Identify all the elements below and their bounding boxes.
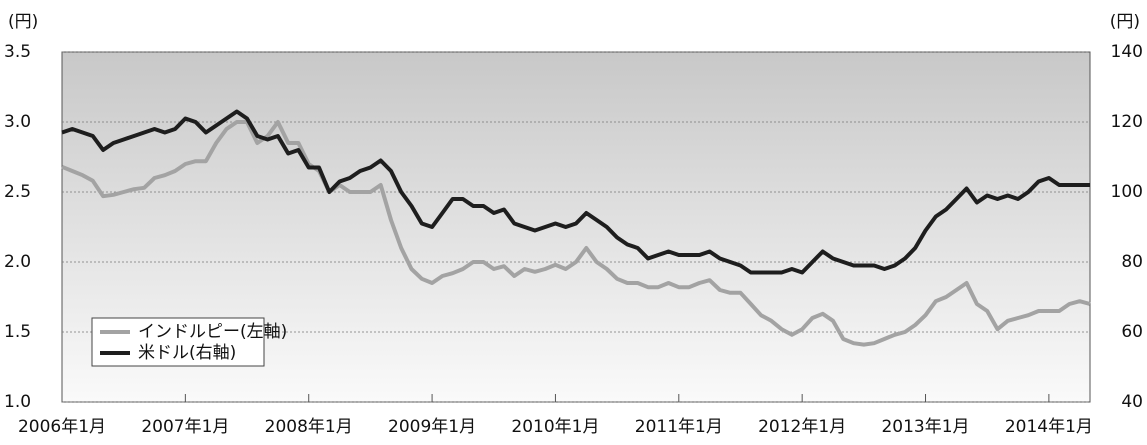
legend-label: インドルピー(左軸) [138, 322, 287, 342]
y2-tick-label: 120 [1111, 112, 1143, 132]
x-tick-label: 2009年1月 [388, 417, 476, 437]
series-line [61, 120, 1091, 347]
x-tick-label: 2008年1月 [265, 417, 353, 437]
y-tick-label: 2.0 [4, 252, 31, 272]
x-tick-label: 2013年1月 [881, 417, 969, 437]
y-axis-label: (円) [8, 12, 38, 32]
x-tick-label: 2006年1月 [18, 417, 106, 437]
y2-tick-label: 80 [1121, 252, 1143, 272]
series-line [61, 109, 1090, 275]
y-tick-label: 3.0 [4, 112, 31, 132]
y2-tick-label: 100 [1111, 182, 1143, 202]
y2-tick-label: 140 [1111, 42, 1143, 62]
x-tick-label: 2010年1月 [511, 417, 599, 437]
y2-tick-label: 60 [1121, 322, 1143, 342]
x-tick-label: 2007年1月 [141, 417, 229, 437]
legend-box [91, 317, 265, 367]
y-tick-label: 1.0 [4, 392, 31, 412]
y-tick-label: 2.5 [4, 182, 31, 202]
y-tick-label: 3.5 [4, 42, 31, 62]
legend-label: 米ドル(右軸) [138, 343, 236, 363]
x-tick-label: 2011年1月 [635, 417, 723, 437]
y-tick-label: 1.5 [4, 322, 31, 342]
y2-axis-label: (円) [1110, 12, 1140, 32]
y2-tick-label: 40 [1121, 392, 1143, 412]
x-tick-label: 2012年1月 [758, 417, 846, 437]
x-tick-label: 2014年1月 [1005, 417, 1093, 437]
